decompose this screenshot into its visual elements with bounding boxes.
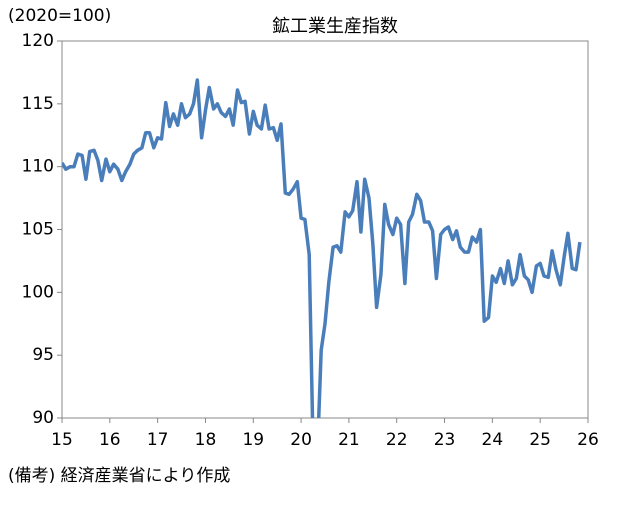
x-tick-label: 22 xyxy=(386,430,408,450)
x-tick-label: 17 xyxy=(147,430,169,450)
y-tick-label: 115 xyxy=(22,94,54,114)
y-tick-label: 120 xyxy=(22,31,54,51)
x-tick-label: 25 xyxy=(529,430,551,450)
plot-frame xyxy=(61,40,589,419)
data-line xyxy=(62,78,582,418)
y-tick-label: 100 xyxy=(22,282,54,302)
x-tick-label: 20 xyxy=(290,430,312,450)
chart-title: 鉱工業生産指数 xyxy=(272,16,398,37)
x-tick-label: 18 xyxy=(195,430,217,450)
y-tick-label: 95 xyxy=(32,345,54,365)
x-tick-label: 26 xyxy=(577,430,599,450)
x-tick-label: 24 xyxy=(482,430,504,450)
y-tick-label: 90 xyxy=(32,408,54,428)
y-tick-label: 105 xyxy=(22,220,54,240)
note: (備考) 経済産業省により作成 xyxy=(8,466,230,486)
y-tick-label: 110 xyxy=(22,157,54,177)
y-unit: (2020=100) xyxy=(8,6,111,26)
x-tick-label: 15 xyxy=(51,430,73,450)
x-tick-label: 16 xyxy=(99,430,121,450)
x-tick-label: 19 xyxy=(242,430,264,450)
x-tick-label: 21 xyxy=(338,430,360,450)
x-tick-label: 23 xyxy=(434,430,456,450)
